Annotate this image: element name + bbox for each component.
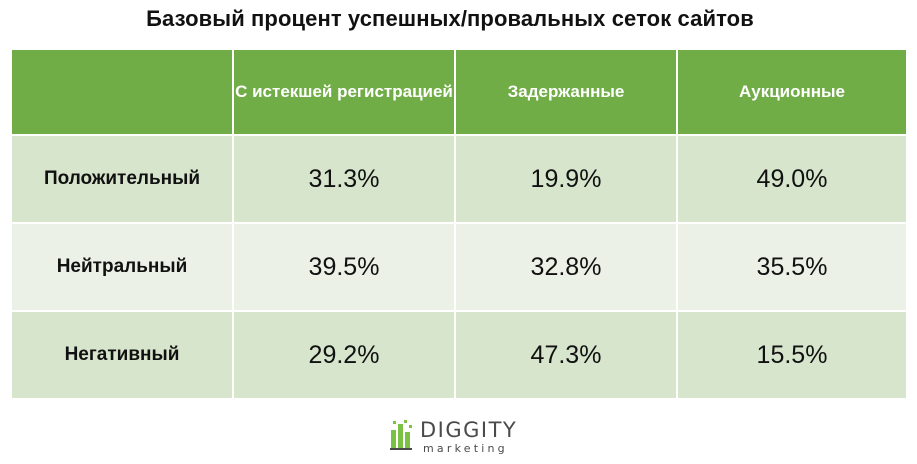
header-auction-cell: Аукционные bbox=[676, 48, 908, 136]
cell-neutral-expired: 39.5% bbox=[232, 222, 456, 312]
table-row: Нейтральный 39.5% 32.8% 35.5% bbox=[10, 222, 908, 312]
table-row: Положительный 31.3% 19.9% 49.0% bbox=[10, 134, 908, 224]
cell-negative-delayed: 47.3% bbox=[454, 310, 678, 400]
cell-positive-expired: 31.3% bbox=[232, 134, 456, 224]
cell-negative-expired: 29.2% bbox=[232, 310, 456, 400]
logo-subtitle: marketing bbox=[423, 442, 508, 455]
header-corner-cell bbox=[10, 48, 234, 136]
cell-positive-delayed: 19.9% bbox=[454, 134, 678, 224]
logo-wordmark: DIGGITY bbox=[420, 418, 518, 442]
row-label-positive: Положительный bbox=[10, 134, 234, 224]
cell-positive-auction: 49.0% bbox=[676, 134, 908, 224]
cell-neutral-auction: 35.5% bbox=[676, 222, 908, 312]
cell-negative-auction: 15.5% bbox=[676, 310, 908, 400]
row-label-neutral: Нейтральный bbox=[10, 222, 234, 312]
diggity-bars-icon bbox=[390, 420, 412, 450]
table-row: Негативный 29.2% 47.3% 15.5% bbox=[10, 310, 908, 400]
data-table: С истекшей регистрацией Задержанные Аукц… bbox=[10, 48, 908, 400]
row-label-negative: Негативный bbox=[10, 310, 234, 400]
header-delayed-cell: Задержанные bbox=[454, 48, 678, 136]
diggity-logo: DIGGITY marketing bbox=[390, 414, 530, 458]
cell-neutral-delayed: 32.8% bbox=[454, 222, 678, 312]
header-expired-cell: С истекшей регистрацией bbox=[232, 48, 456, 136]
chart-title: Базовый процент успешных/провальных сето… bbox=[146, 6, 754, 31]
header-row: С истекшей регистрацией Задержанные Аукц… bbox=[10, 48, 908, 136]
